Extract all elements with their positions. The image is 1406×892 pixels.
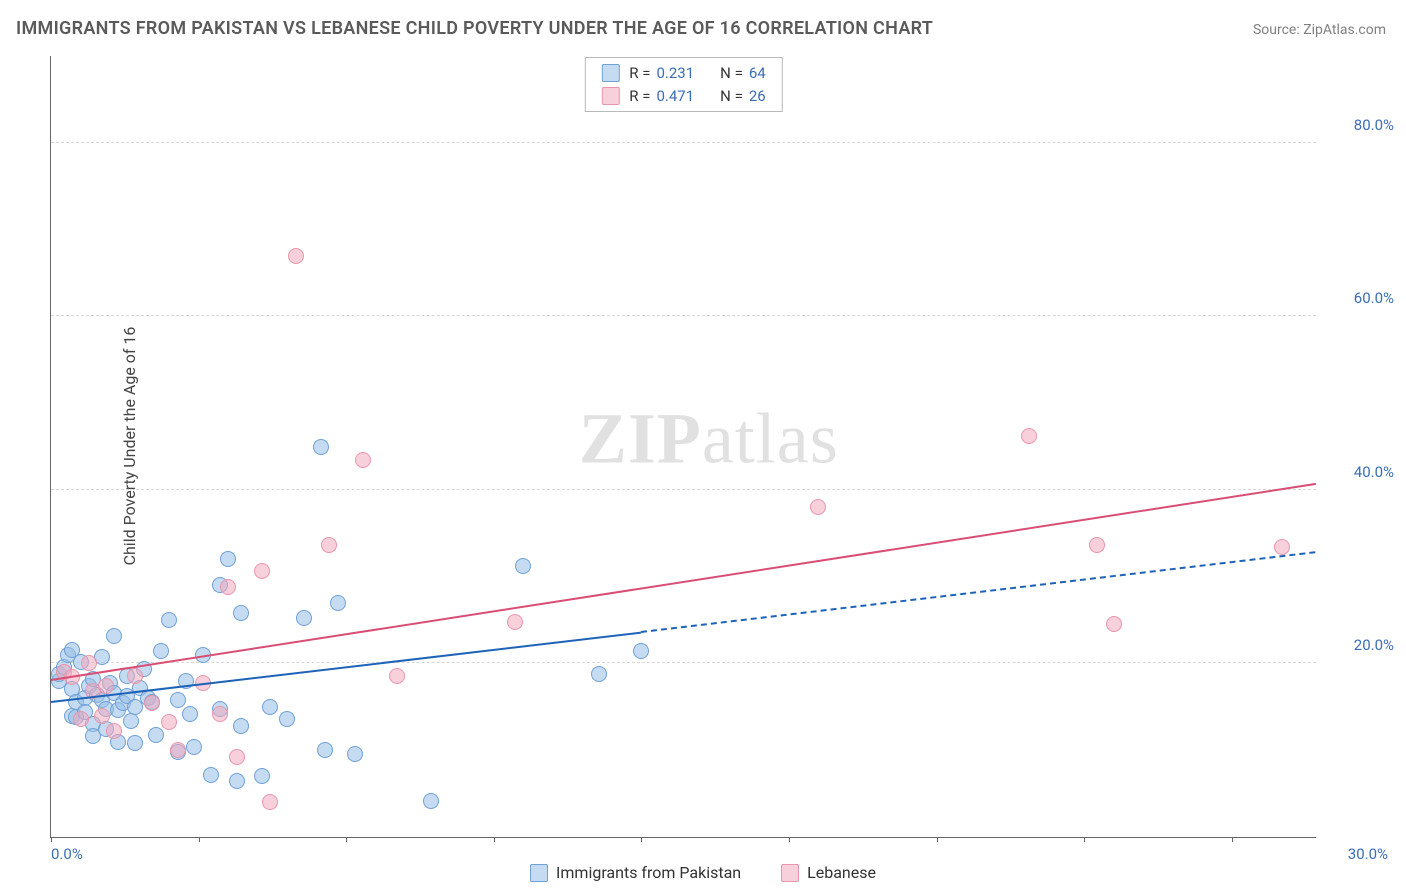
legend-item: Lebanese bbox=[781, 863, 876, 882]
stat-n-label: N = bbox=[720, 85, 743, 108]
series-swatch bbox=[781, 864, 799, 882]
data-point bbox=[591, 666, 607, 682]
x-tick bbox=[641, 837, 642, 842]
stats-legend-box: R = 0.231 N = 64 R = 0.471 N = 26 bbox=[584, 57, 782, 112]
data-point bbox=[127, 735, 143, 751]
legend-label: Immigrants from Pakistan bbox=[556, 863, 741, 882]
data-point bbox=[170, 742, 186, 758]
x-tick-label: 0.0% bbox=[51, 845, 83, 863]
x-tick-label: 30.0% bbox=[1348, 845, 1388, 863]
data-point bbox=[515, 558, 531, 574]
data-point bbox=[313, 439, 329, 455]
bottom-legend: Immigrants from Pakistan Lebanese bbox=[530, 863, 876, 882]
data-point bbox=[288, 248, 304, 264]
data-point bbox=[127, 668, 143, 684]
x-tick bbox=[199, 837, 200, 842]
data-point bbox=[423, 793, 439, 809]
data-point bbox=[355, 452, 371, 468]
data-point bbox=[81, 655, 97, 671]
stat-r-label: R = bbox=[629, 85, 650, 108]
data-point bbox=[633, 643, 649, 659]
data-point bbox=[94, 708, 110, 724]
data-point bbox=[98, 678, 114, 694]
plot-area: ZIPatlas R =0.231N =64R =0.471N =26 20.0… bbox=[50, 56, 1316, 838]
stat-r-label: R = bbox=[629, 62, 650, 85]
data-point bbox=[1274, 539, 1290, 555]
data-point bbox=[279, 711, 295, 727]
data-point bbox=[212, 706, 228, 722]
data-point bbox=[810, 499, 826, 515]
data-point bbox=[296, 610, 312, 626]
trend-line bbox=[51, 483, 1316, 681]
y-tick-label: 80.0% bbox=[1354, 116, 1394, 134]
y-tick-label: 20.0% bbox=[1354, 636, 1394, 654]
legend-item: Immigrants from Pakistan bbox=[530, 863, 741, 882]
data-point bbox=[123, 713, 139, 729]
gridline bbox=[51, 489, 1316, 490]
data-point bbox=[321, 537, 337, 553]
data-point bbox=[1021, 428, 1037, 444]
x-tick bbox=[1084, 837, 1085, 842]
data-point bbox=[148, 727, 164, 743]
series-swatch bbox=[530, 864, 548, 882]
data-point bbox=[262, 699, 278, 715]
stat-r-value: 0.471 bbox=[656, 85, 694, 108]
x-tick bbox=[789, 837, 790, 842]
stat-r-value: 0.231 bbox=[656, 62, 694, 85]
gridline bbox=[51, 662, 1316, 663]
data-point bbox=[254, 563, 270, 579]
data-point bbox=[347, 746, 363, 762]
y-tick-label: 40.0% bbox=[1354, 463, 1394, 481]
data-point bbox=[229, 749, 245, 765]
trend-line bbox=[641, 551, 1316, 633]
data-point bbox=[73, 711, 89, 727]
data-point bbox=[330, 595, 346, 611]
data-point bbox=[229, 773, 245, 789]
stat-n-value: 26 bbox=[749, 85, 766, 108]
correlation-chart: IMMIGRANTS FROM PAKISTAN VS LEBANESE CHI… bbox=[0, 0, 1406, 892]
gridline bbox=[51, 315, 1316, 316]
x-tick bbox=[494, 837, 495, 842]
chart-title: IMMIGRANTS FROM PAKISTAN VS LEBANESE CHI… bbox=[16, 18, 933, 39]
data-point bbox=[233, 718, 249, 734]
stat-n-value: 64 bbox=[749, 62, 766, 85]
data-point bbox=[161, 714, 177, 730]
data-point bbox=[106, 628, 122, 644]
x-tick bbox=[346, 837, 347, 842]
data-point bbox=[161, 612, 177, 628]
x-tick bbox=[1232, 837, 1233, 842]
data-point bbox=[262, 794, 278, 810]
data-point bbox=[317, 742, 333, 758]
gridline bbox=[51, 142, 1316, 143]
stats-row: R = 0.231 N = 64 bbox=[601, 62, 765, 85]
data-point bbox=[1089, 537, 1105, 553]
data-point bbox=[220, 579, 236, 595]
data-point bbox=[170, 692, 186, 708]
stat-n-label: N = bbox=[720, 62, 743, 85]
y-tick-label: 60.0% bbox=[1354, 289, 1394, 307]
data-point bbox=[153, 643, 169, 659]
series-swatch bbox=[601, 87, 619, 105]
data-point bbox=[182, 706, 198, 722]
series-swatch bbox=[601, 64, 619, 82]
x-tick bbox=[51, 837, 52, 842]
data-point bbox=[1106, 616, 1122, 632]
data-point bbox=[254, 768, 270, 784]
data-point bbox=[186, 739, 202, 755]
data-point bbox=[233, 605, 249, 621]
data-point bbox=[220, 551, 236, 567]
data-point bbox=[507, 614, 523, 630]
source-label: Source: ZipAtlas.com bbox=[1253, 22, 1386, 38]
data-point bbox=[106, 723, 122, 739]
data-point bbox=[389, 668, 405, 684]
legend-label: Lebanese bbox=[807, 863, 876, 882]
x-tick bbox=[937, 837, 938, 842]
stats-row: R = 0.471 N = 26 bbox=[601, 85, 765, 108]
watermark: ZIPatlas bbox=[579, 397, 839, 480]
data-point bbox=[203, 767, 219, 783]
data-point bbox=[144, 695, 160, 711]
